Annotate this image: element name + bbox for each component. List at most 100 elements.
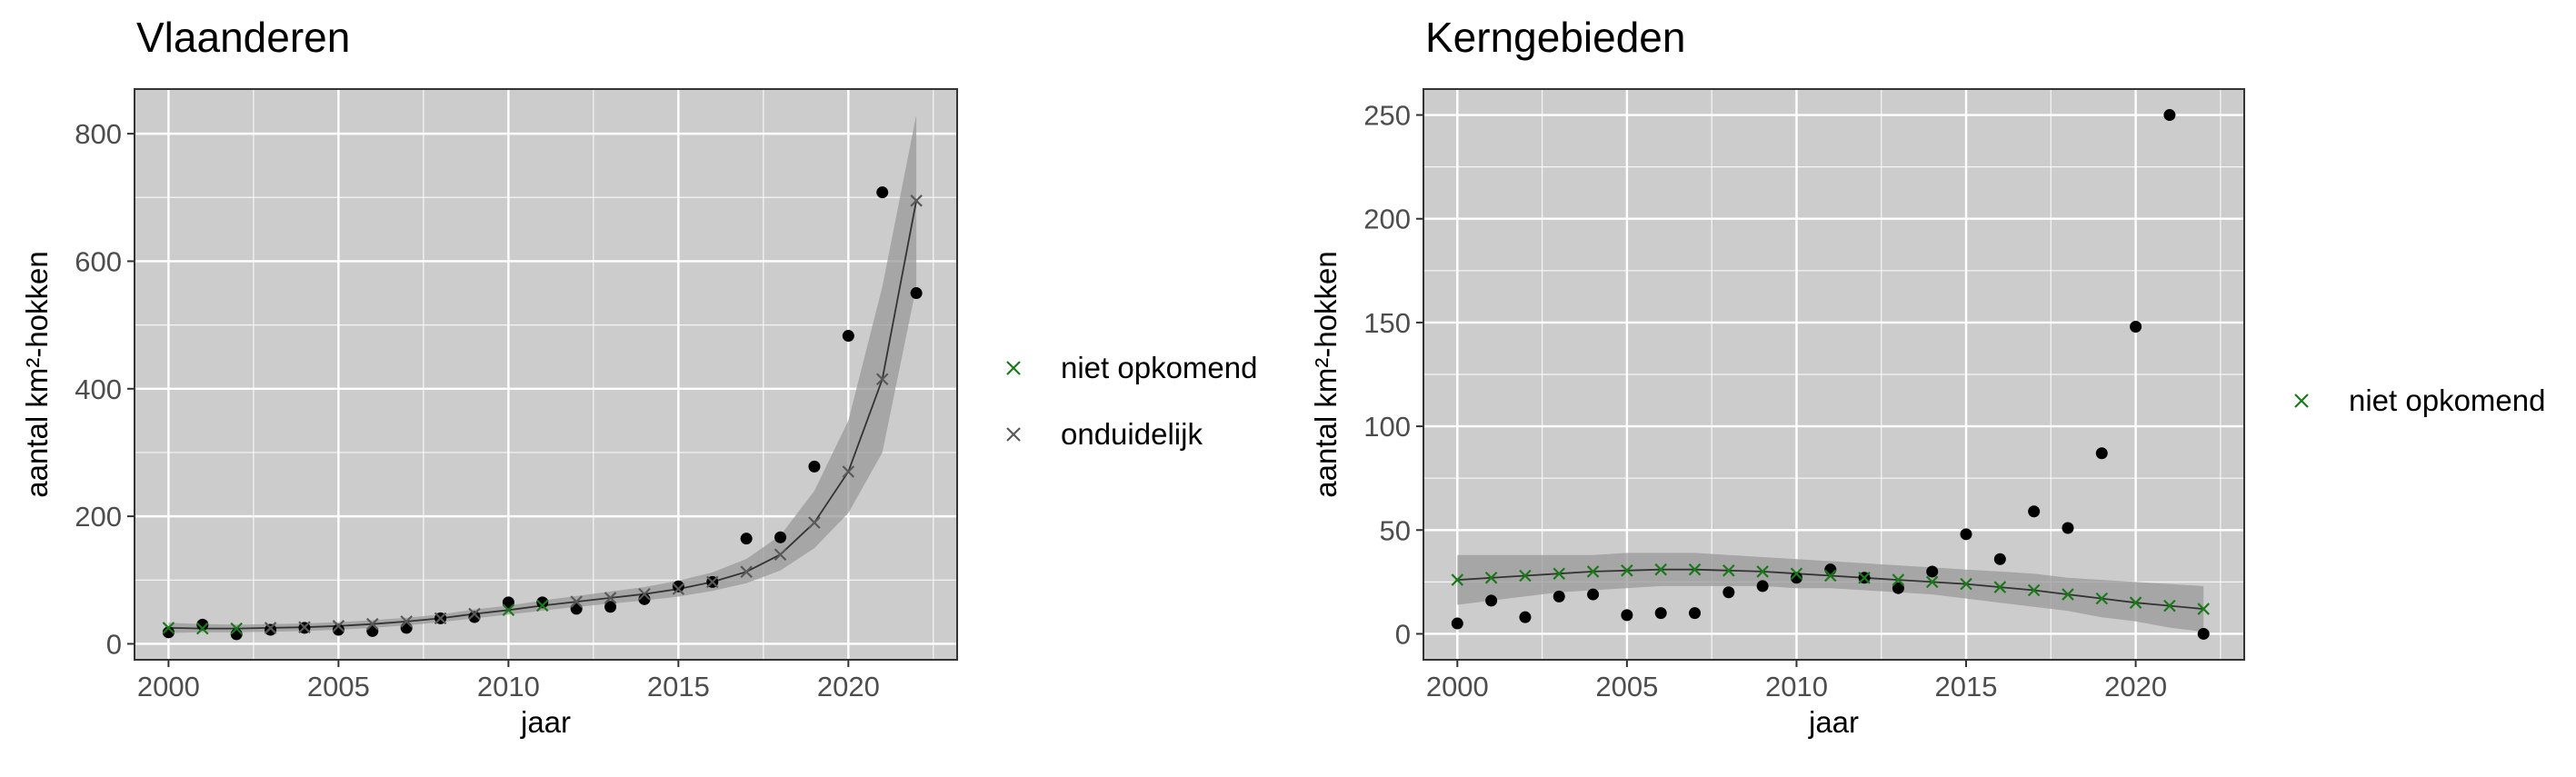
fit-marker-onduidelijk bbox=[705, 575, 719, 589]
observed-point bbox=[604, 601, 617, 613]
observed-point bbox=[2028, 505, 2041, 518]
chart-title: Vlaanderen bbox=[136, 14, 350, 61]
legend-key-icon bbox=[2294, 393, 2309, 408]
fit-marker-stroke bbox=[434, 612, 447, 625]
observed-point bbox=[842, 330, 854, 343]
legend-key-stroke bbox=[1006, 427, 1021, 442]
observed-point bbox=[502, 596, 514, 609]
confidence-ribbon bbox=[1457, 553, 2204, 633]
fit-marker-stroke bbox=[1519, 569, 1532, 583]
fit-marker-niet-opkomend bbox=[1451, 573, 1464, 586]
observed-point bbox=[1993, 553, 2006, 565]
fit-marker-onduidelijk bbox=[570, 595, 583, 608]
observed-point bbox=[740, 533, 753, 545]
fit-marker-stroke bbox=[1925, 575, 1939, 589]
fit-marker-niet-opkomend bbox=[2027, 583, 2041, 597]
fit-marker-niet-opkomend bbox=[1823, 569, 1837, 583]
fit-marker-niet-opkomend bbox=[1756, 565, 1769, 578]
fit-marker-onduidelijk bbox=[365, 617, 379, 631]
fit-marker-onduidelijk bbox=[468, 607, 481, 621]
chart-title: Kerngebieden bbox=[1425, 14, 1685, 61]
fit-marker-stroke bbox=[2027, 583, 2041, 597]
fit-marker-onduidelijk bbox=[672, 583, 685, 595]
fit-marker-niet-opkomend bbox=[196, 622, 209, 635]
y-tick-label: 0 bbox=[106, 628, 122, 660]
y-tick-label: 200 bbox=[1363, 204, 1411, 235]
y-tick-label: 600 bbox=[75, 245, 122, 277]
fit-marker-stroke bbox=[1654, 563, 1667, 576]
observed-point bbox=[1756, 580, 1769, 593]
fit-marker-stroke bbox=[196, 622, 209, 635]
legend-key-icon bbox=[1006, 427, 1021, 442]
fit-marker-stroke bbox=[705, 575, 719, 589]
observed-point bbox=[1621, 609, 1633, 622]
fit-marker-niet-opkomend bbox=[2062, 588, 2074, 601]
fit-marker-stroke bbox=[638, 587, 651, 601]
fit-marker-stroke bbox=[604, 592, 617, 604]
fit-marker-niet-opkomend bbox=[1960, 577, 1972, 591]
fit-marker-onduidelijk bbox=[808, 516, 821, 529]
fit-marker-stroke bbox=[910, 194, 923, 207]
x-tick-label: 2015 bbox=[647, 671, 710, 702]
observed-point bbox=[1926, 565, 1939, 578]
fit-marker-onduidelijk bbox=[434, 612, 447, 625]
x-tick-label: 2020 bbox=[2104, 671, 2167, 702]
fit-marker-stroke bbox=[365, 617, 379, 631]
fit-marker-stroke bbox=[264, 622, 277, 634]
fit-marker-niet-opkomend bbox=[1484, 572, 1498, 584]
fit-marker-stroke bbox=[162, 622, 175, 634]
legend: niet opkomend bbox=[2294, 384, 2545, 417]
fit-marker-stroke bbox=[740, 565, 753, 578]
fit-marker-stroke bbox=[875, 373, 889, 386]
plot-panel-background bbox=[135, 89, 957, 660]
x-axis-label: jaar bbox=[520, 705, 571, 739]
observed-point bbox=[876, 186, 889, 199]
fit-marker-niet-opkomend bbox=[1722, 564, 1735, 577]
legend-label: niet opkomend bbox=[1061, 351, 1257, 384]
fit-marker-stroke bbox=[774, 548, 787, 562]
fit-marker-niet-opkomend bbox=[2163, 599, 2176, 613]
observed-point bbox=[1722, 586, 1735, 599]
observed-point bbox=[2095, 447, 2108, 460]
observed-point bbox=[1654, 607, 1667, 620]
fit-marker-stroke bbox=[298, 621, 311, 633]
legend-key-icon bbox=[1006, 361, 1021, 375]
legend-key-stroke bbox=[2294, 393, 2309, 408]
observed-point bbox=[230, 628, 243, 641]
fit-marker-niet-opkomend bbox=[1892, 573, 1905, 586]
fit-marker-stroke bbox=[502, 603, 515, 617]
y-tick-label: 200 bbox=[75, 501, 122, 533]
fit-marker-onduidelijk bbox=[400, 615, 413, 628]
fit-marker-niet-opkomend bbox=[2129, 596, 2142, 609]
fit-marker-niet-opkomend bbox=[1790, 567, 1803, 581]
fit-marker-stroke bbox=[808, 516, 821, 529]
observed-point bbox=[468, 611, 481, 623]
fit-marker-stroke bbox=[1892, 573, 1905, 586]
x-tick-label: 2005 bbox=[307, 671, 370, 702]
fit-marker-stroke bbox=[842, 465, 855, 478]
fit-marker-niet-opkomend bbox=[230, 622, 243, 635]
plot-panel-border bbox=[1423, 88, 2245, 661]
observed-point bbox=[1553, 590, 1565, 603]
observed-point bbox=[400, 622, 413, 634]
legend: niet opkomend onduidelijk bbox=[1006, 351, 1257, 451]
fit-marker-niet-opkomend bbox=[535, 599, 549, 613]
fit-marker-stroke bbox=[230, 622, 243, 635]
fit-marker-stroke bbox=[1688, 563, 1702, 576]
observed-point bbox=[672, 580, 684, 593]
observed-point bbox=[1824, 563, 1837, 576]
fit-marker-niet-opkomend bbox=[1654, 563, 1667, 576]
fit-marker-stroke bbox=[400, 615, 413, 628]
fit-marker-stroke bbox=[1722, 564, 1735, 577]
observed-point bbox=[1790, 572, 1802, 584]
observed-point bbox=[1960, 528, 1972, 541]
fit-marker-stroke bbox=[1960, 577, 1972, 591]
fit-marker-niet-opkomend bbox=[1553, 567, 1566, 581]
x-axis-label: jaar bbox=[1808, 705, 1859, 739]
y-tick-label: 250 bbox=[1363, 100, 1411, 132]
x-tick-label: 2000 bbox=[1426, 671, 1489, 702]
fit-marker-stroke bbox=[570, 595, 583, 608]
observed-point bbox=[332, 623, 344, 636]
fit-marker-stroke bbox=[1621, 564, 1633, 577]
observed-point bbox=[1519, 611, 1532, 623]
